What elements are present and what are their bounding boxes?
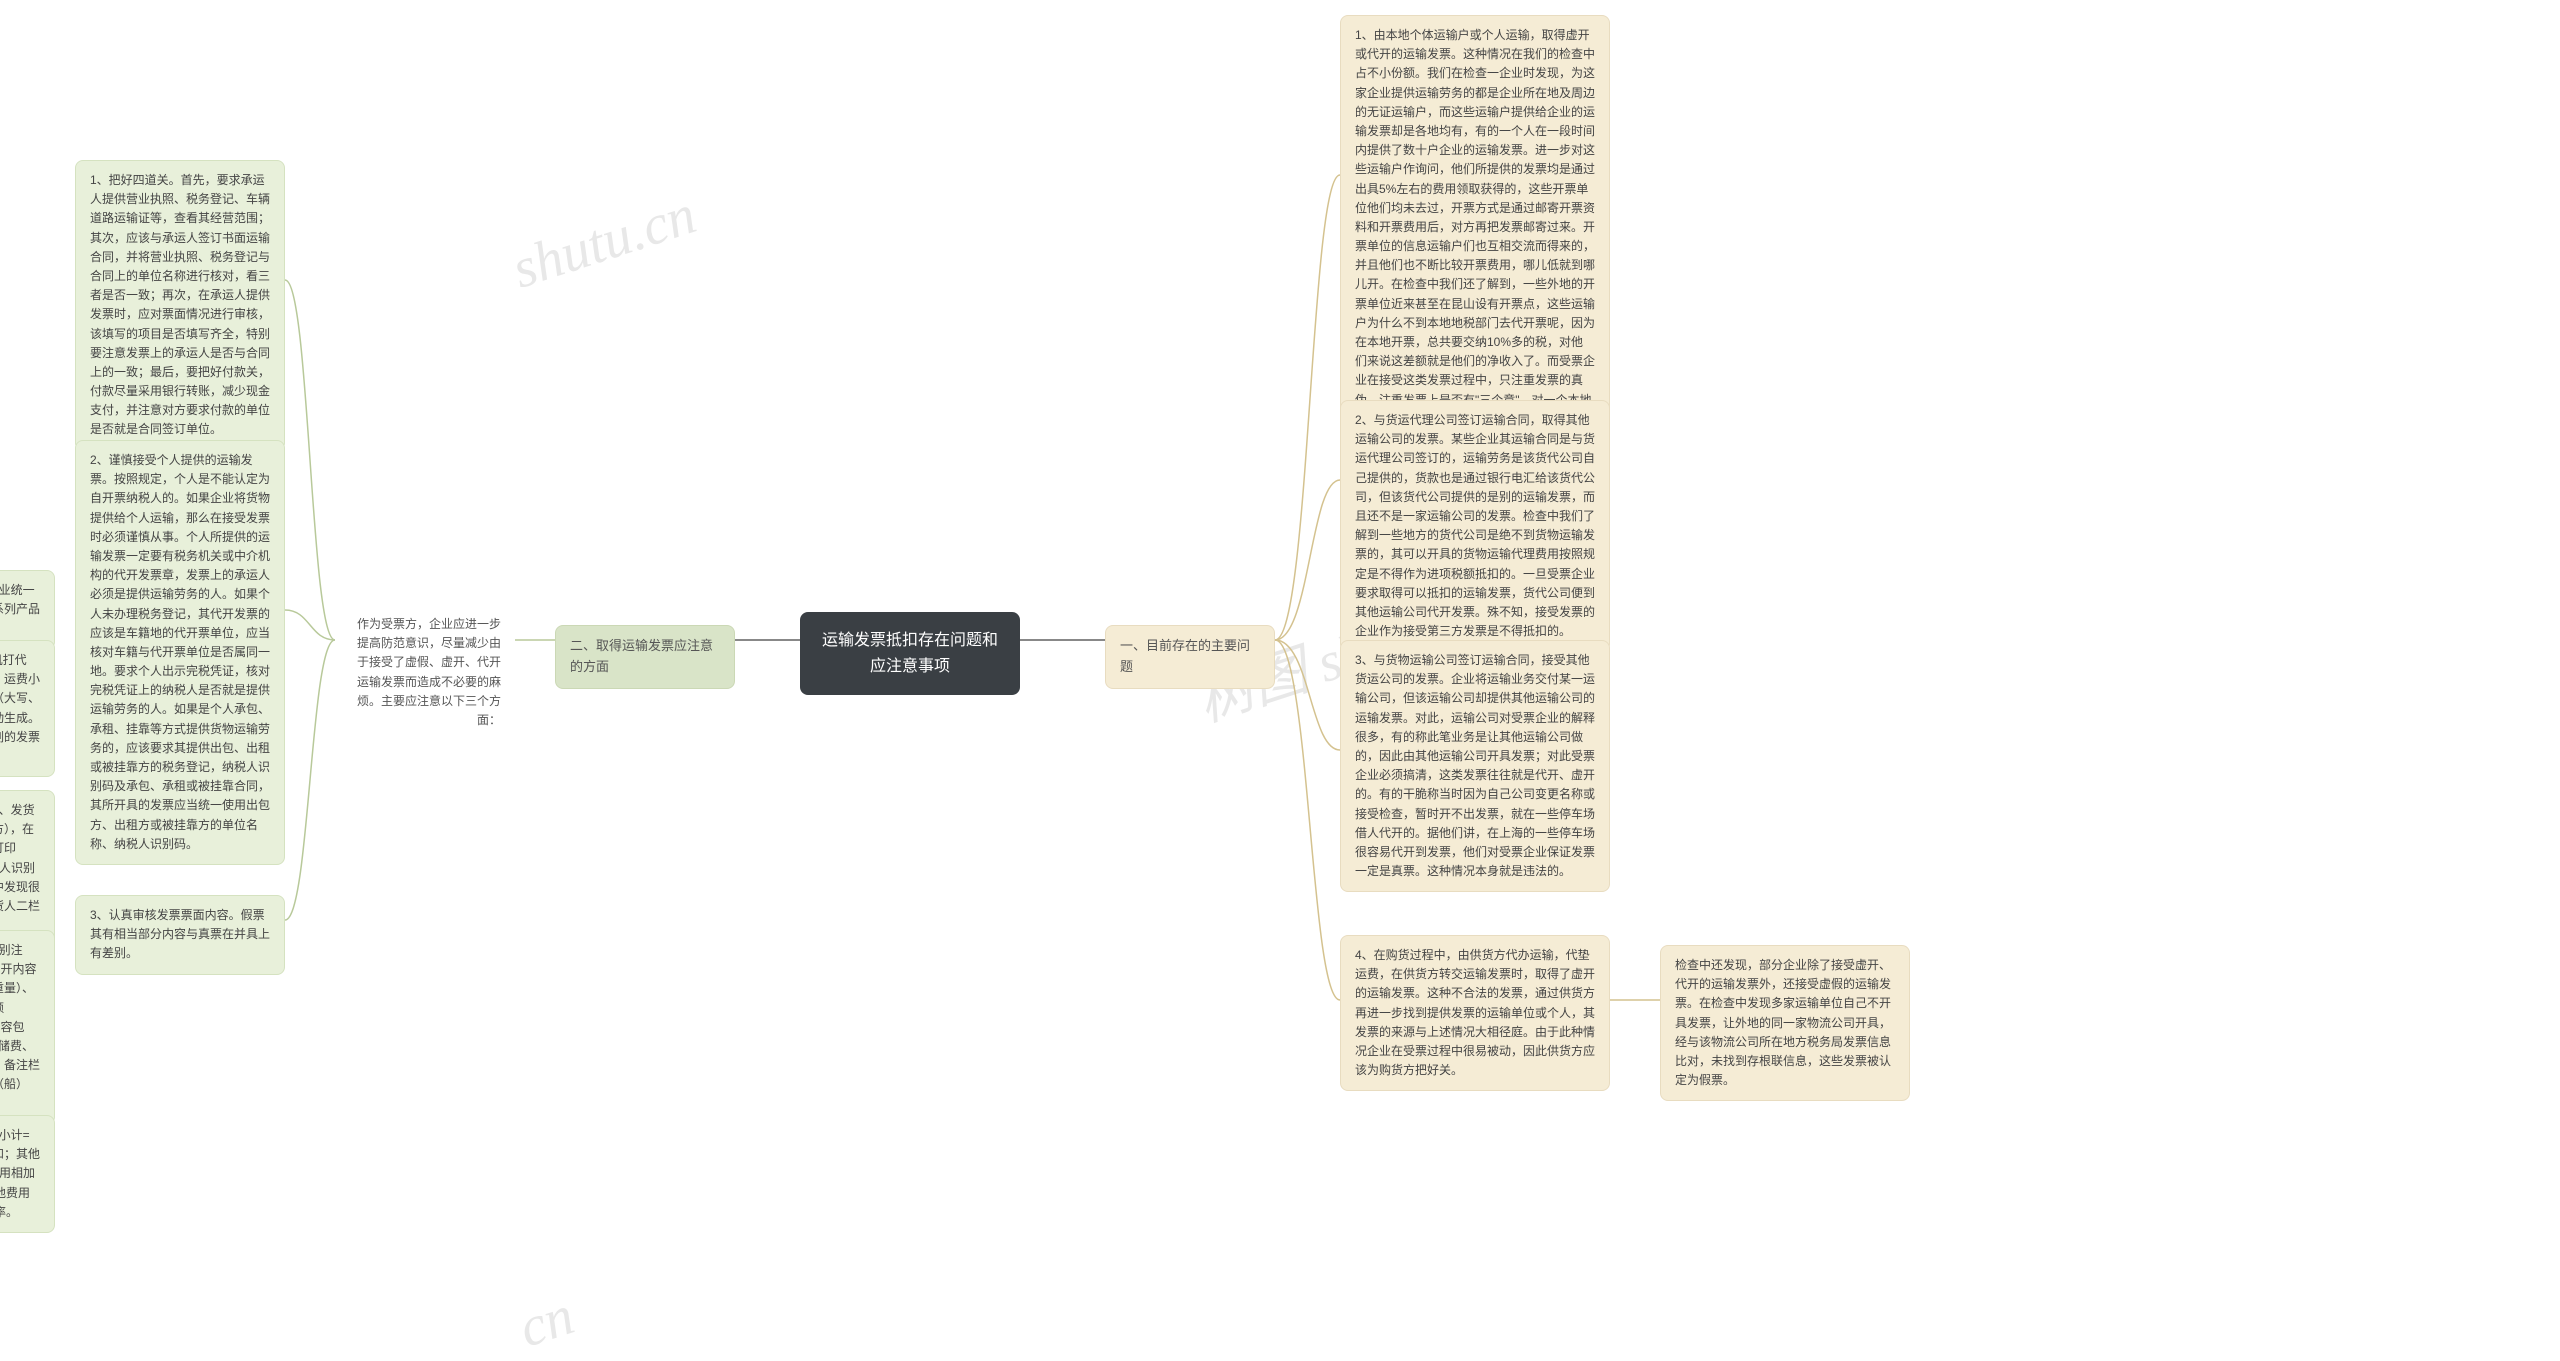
right-leaf-1-text: 1、由本地个体运输户或个人运输，取得虚开或代开的运输发票。这种情况在我们的检查中… (1355, 28, 1595, 445)
right-leaf-4-text: 4、在购货过程中，由供货方代办运输，代垫运费，在供货方转交运输发票时，取得了虚开… (1355, 948, 1595, 1077)
branch-left: 二、取得运输发票应注意的方面 (555, 625, 735, 689)
watermark: shutu.cn (505, 182, 704, 301)
right-leaf-3: 3、与货物运输公司签订运输合同，接受其他货运公司的发票。企业将运输业务交付某一运… (1340, 640, 1610, 892)
far-left-leaf-3-text: （3）为了正确区分收货人、发货人中实际受票人（或抵扣方），在受票方的纳税人识别号… (0, 803, 40, 932)
right-extra-leaf: 检查中还发现，部分企业除了接受虚开、代开的运输发票外，还接受虚假的运输发票。在检… (1660, 945, 1910, 1101)
left-leaf-3: 3、认真审核发票票面内容。假票其有相当部分内容与真票在并具上有差别。 (75, 895, 285, 975)
far-left-leaf-4: （4）运费和其他费用应分别注明。"运输项目及金额"栏填开内容包括：货物名称、数量… (0, 930, 55, 1125)
far-left-leaf-5: （5）有关逻辑关系。运费小计=运费项目各项费用相加之和；其他费用小计=其他项目各… (0, 1115, 55, 1233)
right-leaf-4: 4、在购货过程中，由供货方代办运输，代垫运费，在供货方转交运输发票时，取得了虚开… (1340, 935, 1610, 1091)
left-leaf-2: 2、谨慎接受个人提供的运输发票。按照规定，个人是不能认定为自开票纳税人的。如果企… (75, 440, 285, 865)
far-left-leaf-3: （3）为了正确区分收货人、发货人中实际受票人（或抵扣方），在受票方的纳税人识别号… (0, 790, 55, 946)
right-leaf-1: 1、由本地个体运输户或个人运输，取得虚开或代开的运输发票。这种情况在我们的检查中… (1340, 15, 1610, 459)
root-title-line1: 运输发票抵扣存在问题和 (822, 632, 998, 649)
left-leaf-1: 1、把好四道关。首先，要求承运人提供营业执照、税务登记、车辆道路运输证等，查看其… (75, 160, 285, 451)
left-leaf-3-text: 3、认真审核发票票面内容。假票其有相当部分内容与真票在并具上有差别。 (90, 908, 270, 960)
far-left-leaf-2-text: （2）发票上XX税控码、机打代码、机打号码、机器编码、运费小计、其他费用小计、合… (0, 653, 40, 763)
far-left-leaf-4-text: （4）运费和其他费用应分别注明。"运输项目及金额"栏填开内容包括：货物名称、数量… (0, 943, 40, 1111)
right-leaf-3-text: 3、与货物运输公司签订运输合同，接受其他货运公司的发票。企业将运输业务交付某一运… (1355, 653, 1595, 878)
branch-right: 一、目前存在的主要问题 (1105, 625, 1275, 689)
branch-left-label: 二、取得运输发票应注意的方面 (570, 638, 713, 674)
branch-right-label: 一、目前存在的主要问题 (1120, 638, 1250, 674)
left-leaf-1-text: 1、把好四道关。首先，要求承运人提供营业执照、税务登记、车辆道路运输证等，查看其… (90, 173, 270, 436)
root-node: 运输发票抵扣存在问题和 应注意事项 (800, 612, 1020, 695)
root-title-line2: 应注意事项 (870, 658, 950, 675)
far-left-leaf-5-text: （5）有关逻辑关系。运费小计=运费项目各项费用相加之和；其他费用小计=其他项目各… (0, 1128, 40, 1219)
far-left-leaf-1-text: （1）公路、内河货物运输业统一发票必须采用税控收款机系列产品开具，手写无效。 (0, 583, 40, 635)
far-left-leaf-2: （2）发票上XX税控码、机打代码、机打号码、机器编码、运费小计、其他费用小计、合… (0, 640, 55, 777)
left-leaf-2-text: 2、谨慎接受个人提供的运输发票。按照规定，个人是不能认定为自开票纳税人的。如果企… (90, 453, 270, 851)
right-leaf-2: 2、与货运代理公司签订运输合同，取得其他运输公司的发票。某些企业其运输合同是与货… (1340, 400, 1610, 652)
intermediate-left: 作为受票方，企业应进一步提高防范意识，尽量减少由于接受了虚假、虚开、代开运输发票… (335, 605, 515, 740)
intermediate-text: 作为受票方，企业应进一步提高防范意识，尽量减少由于接受了虚假、虚开、代开运输发票… (357, 617, 501, 727)
right-leaf-2-text: 2、与货运代理公司签订运输合同，取得其他运输公司的发票。某些企业其运输合同是与货… (1355, 413, 1595, 638)
right-extra-text: 检查中还发现，部分企业除了接受虚开、代开的运输发票外，还接受虚假的运输发票。在检… (1675, 958, 1891, 1087)
far-left-leaf-1: （1）公路、内河货物运输业统一发票必须采用税控收款机系列产品开具，手写无效。 (0, 570, 55, 650)
watermark: cn (511, 1283, 581, 1360)
